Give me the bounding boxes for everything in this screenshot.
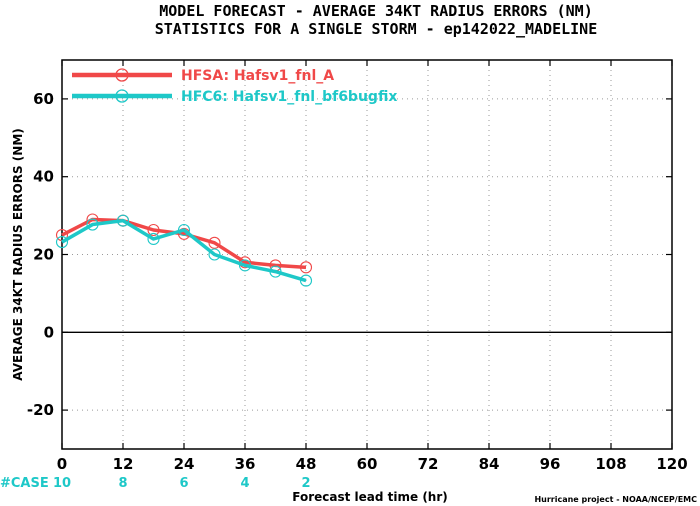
x-tick-label: 84 bbox=[479, 455, 500, 473]
case-count-value: 10 bbox=[53, 476, 71, 491]
y-axis-label: AVERAGE 34KT RADIUS ERRORS (NM) bbox=[11, 128, 25, 380]
x-tick-label: 48 bbox=[296, 455, 317, 473]
series-1-point bbox=[208, 236, 221, 249]
x-tick-label: 36 bbox=[235, 455, 256, 473]
x-tick-label: 24 bbox=[174, 455, 195, 473]
legend: HFSA: Hafsv1_fnl_A HFC6: Hafsv1_fnl_bf6bu… bbox=[72, 68, 397, 105]
y-tick-label: 20 bbox=[33, 246, 54, 264]
legend-label: HFC6: Hafsv1_fnl_bf6bugfix bbox=[181, 89, 397, 105]
series-2-point bbox=[299, 274, 313, 287]
series-2-point bbox=[269, 265, 282, 278]
series-line-2 bbox=[61, 218, 307, 283]
series-lines bbox=[55, 213, 313, 287]
series-1-point bbox=[147, 223, 160, 237]
x-tick-label: 72 bbox=[418, 455, 439, 473]
x-tick-label: 60 bbox=[357, 455, 378, 473]
series-2-point bbox=[55, 236, 69, 249]
series-2-point bbox=[177, 223, 191, 237]
case-count-value: 8 bbox=[118, 476, 127, 491]
case-count-value: 4 bbox=[240, 476, 249, 491]
y-tick-label: 40 bbox=[33, 168, 54, 186]
x-tick-label: 96 bbox=[540, 455, 561, 473]
axis-ticks: 0 12 24 36 48 60 72 84 96 108 120 -20 0 20 40 60 bbox=[27, 60, 688, 473]
y-tick-label: 0 bbox=[44, 323, 54, 341]
x-tick-label: 0 bbox=[57, 455, 67, 473]
series-1-point bbox=[299, 261, 313, 274]
series-2-point bbox=[147, 232, 160, 245]
series-2-point bbox=[208, 248, 221, 261]
credit-text: Hurricane project - NOAA/NCEP/EMC bbox=[534, 495, 697, 504]
x-tick-label: 108 bbox=[595, 455, 626, 473]
y-tick-label: -20 bbox=[27, 401, 54, 419]
legend-swatch-marker bbox=[115, 89, 129, 103]
legend-swatch-marker bbox=[115, 68, 129, 82]
series-line-1 bbox=[61, 217, 307, 270]
series-2-point bbox=[116, 214, 130, 227]
legend-label: HFSA: Hafsv1_fnl_A bbox=[181, 68, 334, 84]
case-count-label: #CASE bbox=[0, 476, 49, 491]
x-tick-label: 12 bbox=[113, 455, 134, 473]
chart-title: MODEL FORECAST - AVERAGE 34KT RADIUS ERR… bbox=[159, 2, 592, 20]
grid-lines bbox=[62, 60, 672, 449]
case-counts: 10 8 6 4 2 bbox=[53, 476, 311, 491]
chart-subtitle: STATISTICS FOR A SINGLE STORM - ep142022… bbox=[155, 20, 598, 38]
x-tick-label: 120 bbox=[656, 455, 687, 473]
series-2-point bbox=[86, 218, 99, 231]
case-count-value: 6 bbox=[179, 476, 188, 491]
x-axis-label: Forecast lead time (hr) bbox=[292, 490, 448, 504]
y-tick-label: 60 bbox=[33, 90, 54, 108]
series-2-point bbox=[238, 259, 252, 272]
case-count-value: 2 bbox=[301, 476, 310, 491]
